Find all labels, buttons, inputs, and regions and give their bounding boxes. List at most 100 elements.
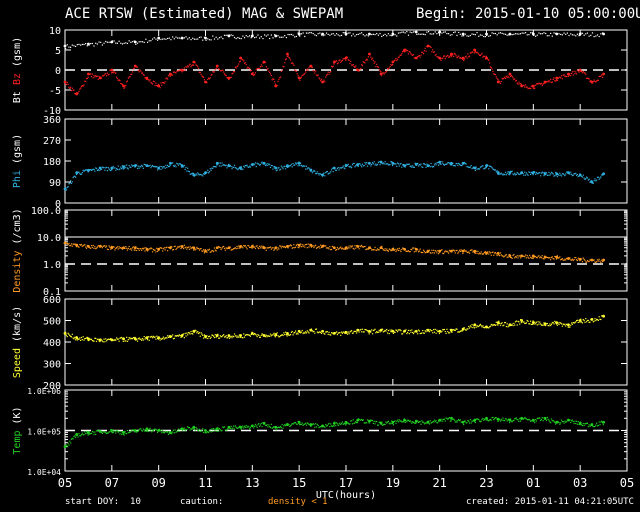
data-dot <box>402 50 405 52</box>
data-dot <box>290 245 293 247</box>
data-dot <box>270 423 272 425</box>
data-dot <box>586 422 589 424</box>
data-dot <box>505 254 507 256</box>
data-dot <box>115 247 117 250</box>
data-dot <box>279 425 282 428</box>
data-dot <box>561 173 563 175</box>
data-dot <box>183 427 185 429</box>
data-dot <box>441 330 443 332</box>
data-dot <box>264 34 266 36</box>
data-dot <box>303 73 305 75</box>
data-dot <box>430 252 432 254</box>
data-dot <box>335 60 337 63</box>
data-dot <box>524 417 527 419</box>
data-dot <box>304 35 306 38</box>
data-dot <box>238 247 241 249</box>
data-dot <box>367 56 369 58</box>
data-dot <box>535 171 538 174</box>
data-dot <box>380 71 382 73</box>
data-dot <box>381 162 383 164</box>
data-dot <box>469 34 471 37</box>
data-dot <box>110 169 113 171</box>
data-dot <box>152 335 155 337</box>
data-dot <box>346 56 349 59</box>
data-dot <box>79 173 81 175</box>
data-dot <box>463 249 465 251</box>
data-dot <box>271 334 273 336</box>
data-dot <box>200 174 202 176</box>
data-dot <box>391 329 393 331</box>
data-dot <box>386 328 388 331</box>
data-dot <box>405 164 407 166</box>
data-dot <box>504 255 506 257</box>
data-dot <box>591 424 593 426</box>
data-dot <box>325 76 327 78</box>
data-dot <box>288 334 290 336</box>
data-dot <box>427 250 430 253</box>
data-dot <box>562 173 564 175</box>
data-dot <box>437 330 440 333</box>
data-dot <box>256 335 258 338</box>
data-dot <box>338 332 340 334</box>
data-dot <box>182 429 184 432</box>
data-dot <box>324 34 326 36</box>
data-dot <box>95 167 98 170</box>
data-dot <box>402 31 405 33</box>
data-dot <box>264 248 266 250</box>
data-dot <box>572 74 574 76</box>
y-axis-label: Bt Bz (gsm) <box>12 37 23 103</box>
data-dot <box>211 250 213 252</box>
data-dot <box>85 430 88 433</box>
data-dot <box>337 34 339 36</box>
data-dot <box>215 166 217 168</box>
data-dot <box>407 419 410 421</box>
data-dot <box>274 336 277 338</box>
data-dot <box>556 255 558 257</box>
data-dot <box>470 52 472 54</box>
data-dot <box>240 57 242 59</box>
data-dot <box>205 250 207 252</box>
data-dot <box>238 37 241 39</box>
data-dot <box>411 329 413 331</box>
data-dot <box>306 168 308 170</box>
data-dot <box>167 166 170 168</box>
data-dot <box>342 32 344 34</box>
data-dot <box>441 57 443 60</box>
data-dot <box>517 419 519 421</box>
data-dot <box>244 62 247 64</box>
data-dot <box>142 339 144 341</box>
data-dot <box>528 323 530 325</box>
data-dot <box>254 72 257 74</box>
data-dot <box>436 252 438 254</box>
data-dot <box>485 419 487 421</box>
data-dot <box>142 428 144 430</box>
data-dot <box>502 174 504 176</box>
data-dot <box>548 171 550 174</box>
data-dot <box>591 32 594 34</box>
data-dot <box>74 92 76 95</box>
data-dot <box>83 170 85 172</box>
data-dot <box>472 326 474 329</box>
data-dot <box>586 32 589 34</box>
data-dot <box>500 322 502 325</box>
data-dot <box>362 165 364 167</box>
data-dot <box>275 35 277 37</box>
data-dot <box>511 170 513 172</box>
data-dot <box>417 333 419 335</box>
data-dot <box>300 423 303 426</box>
data-dot <box>320 246 323 249</box>
data-dot <box>570 259 572 261</box>
data-dot <box>248 334 250 336</box>
data-dot <box>271 79 273 81</box>
data-dot <box>281 166 283 168</box>
data-dot <box>550 324 552 327</box>
data-dot <box>197 172 199 174</box>
data-dot <box>555 174 558 176</box>
data-dot <box>109 169 111 171</box>
data-dot <box>125 340 127 342</box>
data-dot <box>257 163 259 165</box>
data-dot <box>136 338 138 340</box>
data-dot <box>464 420 466 422</box>
data-dot <box>464 162 466 165</box>
data-dot <box>525 86 528 88</box>
